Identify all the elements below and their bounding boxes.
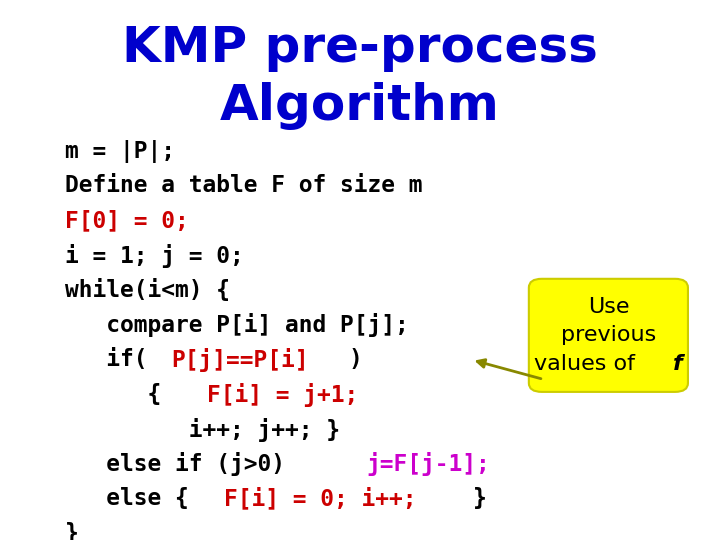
FancyBboxPatch shape [528, 279, 688, 392]
Text: }: } [65, 522, 78, 540]
Text: F[i] = j+1;: F[i] = j+1; [207, 383, 358, 407]
Text: {: { [65, 383, 175, 406]
Text: Use: Use [588, 297, 629, 317]
Text: P[j]==P[i]: P[j]==P[i] [171, 348, 309, 372]
Text: if(: if( [65, 348, 148, 371]
Text: while(i<m) {: while(i<m) { [65, 279, 230, 301]
Text: compare P[i] and P[j];: compare P[i] and P[j]; [65, 313, 408, 338]
Text: else if (j>0): else if (j>0) [65, 453, 299, 476]
Text: else {: else { [65, 487, 189, 510]
Text: previous: previous [561, 325, 656, 346]
Text: values of: values of [534, 354, 642, 374]
Text: m = |P|;: m = |P|; [65, 139, 175, 163]
Text: }: } [473, 487, 487, 510]
Text: f: f [673, 354, 683, 374]
Text: j=F[j-1];: j=F[j-1]; [366, 453, 490, 476]
Text: values of f: values of f [550, 354, 667, 374]
Text: Define a table F of size m: Define a table F of size m [65, 174, 423, 197]
Text: ): ) [348, 348, 362, 371]
Text: F[i] = 0; i++;: F[i] = 0; i++; [225, 487, 417, 510]
Text: i++; j++; }: i++; j++; } [65, 417, 340, 442]
Text: F[0] = 0;: F[0] = 0; [65, 209, 189, 232]
Text: i = 1; j = 0;: i = 1; j = 0; [65, 244, 243, 268]
Text: KMP pre-process
Algorithm: KMP pre-process Algorithm [122, 24, 598, 130]
